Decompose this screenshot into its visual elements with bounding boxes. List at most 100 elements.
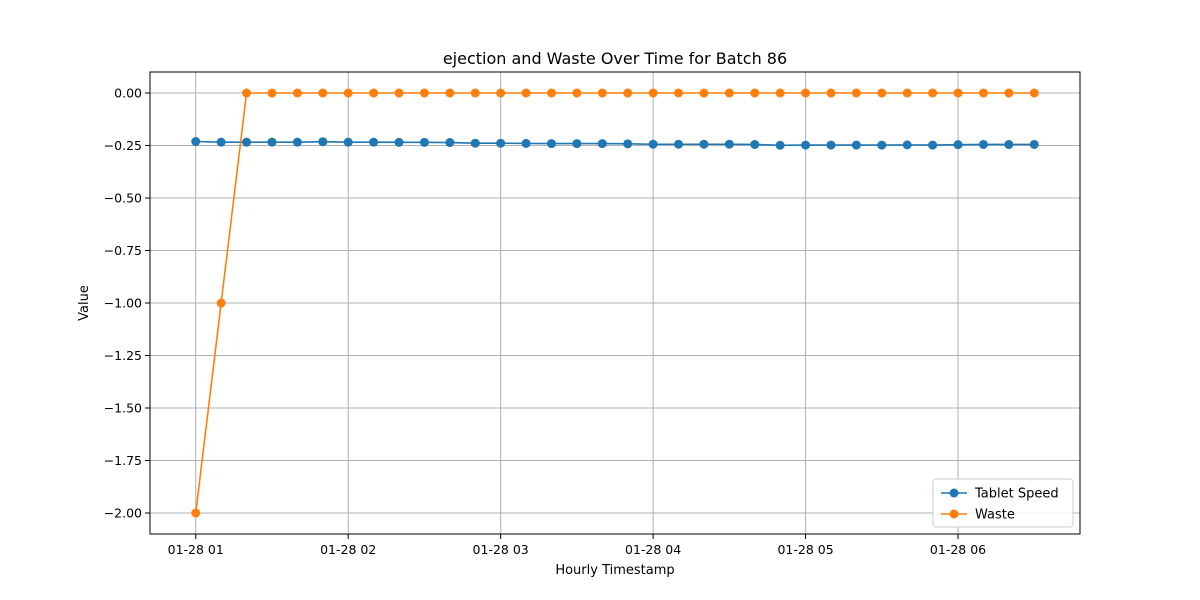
- data-point: [470, 138, 480, 148]
- y-axis-label: Value: [77, 285, 92, 321]
- y-tick-label: −1.75: [104, 453, 142, 468]
- data-point: [496, 138, 506, 148]
- data-point: [699, 88, 709, 98]
- data-point: [216, 137, 226, 147]
- data-point: [902, 88, 912, 98]
- data-point: [470, 88, 480, 98]
- chart-title: ejection and Waste Over Time for Batch 8…: [443, 49, 787, 68]
- data-point: [623, 139, 633, 149]
- x-tick-label: 01-28 02: [320, 542, 376, 557]
- data-point: [521, 138, 531, 148]
- data-point: [445, 138, 455, 148]
- data-point: [1004, 88, 1014, 98]
- y-tick-label: −0.50: [104, 191, 142, 206]
- data-point: [267, 137, 277, 147]
- data-point: [572, 88, 582, 98]
- y-tick-label: −1.25: [104, 348, 142, 363]
- data-point: [648, 88, 658, 98]
- x-tick-label: 01-28 05: [777, 542, 833, 557]
- data-point: [546, 88, 556, 98]
- data-point: [445, 88, 455, 98]
- x-tick-label: 01-28 03: [473, 542, 529, 557]
- data-point: [267, 88, 277, 98]
- data-point: [318, 137, 328, 147]
- x-axis: 01-28 01 01-28 02 01-28 03 01-28 04 01-28 05…: [168, 534, 986, 557]
- data-point: [674, 88, 684, 98]
- data-point: [750, 139, 760, 149]
- data-point: [496, 88, 506, 98]
- data-point: [1029, 139, 1039, 149]
- data-point: [521, 88, 531, 98]
- data-point: [851, 140, 861, 150]
- data-point: [724, 139, 734, 149]
- data-point: [597, 88, 607, 98]
- legend-entry-label: Tablet Speed: [974, 487, 1059, 502]
- data-point: [1004, 139, 1014, 149]
- data-point: [343, 137, 353, 147]
- data-point: [750, 88, 760, 98]
- data-point: [877, 88, 887, 98]
- legend-swatch-marker: [949, 509, 959, 519]
- data-point: [191, 137, 201, 147]
- data-point: [775, 88, 785, 98]
- y-tick-label: −2.00: [104, 506, 142, 521]
- data-point: [343, 88, 353, 98]
- data-point: [978, 139, 988, 149]
- data-point: [801, 140, 811, 150]
- data-point: [699, 139, 709, 149]
- data-point: [216, 298, 226, 308]
- series-line: [194, 92, 1035, 514]
- y-tick-label: −0.75: [104, 243, 142, 258]
- data-point: [292, 137, 302, 147]
- y-tick-label: −1.50: [104, 401, 142, 416]
- data-point: [801, 88, 811, 98]
- grid-lines: [150, 72, 1080, 534]
- x-tick-label: 01-28 04: [625, 542, 681, 557]
- data-point: [851, 88, 861, 98]
- y-tick-label: 0.00: [114, 86, 142, 101]
- legend-swatch-marker: [949, 488, 959, 498]
- data-point: [724, 88, 734, 98]
- y-axis: 0.00 −0.25 −0.50 −0.75 −1.00 −1.25 −1.50 −1.75 −…: [104, 86, 150, 521]
- y-tick-label: −0.25: [104, 138, 142, 153]
- data-point: [1029, 88, 1039, 98]
- data-point: [826, 140, 836, 150]
- data-point: [419, 88, 429, 98]
- data-point: [953, 88, 963, 98]
- x-tick-label: 01-28 06: [930, 542, 986, 557]
- y-tick-label: −1.00: [104, 296, 142, 311]
- data-point: [597, 139, 607, 149]
- x-axis-label: Hourly Timestamp: [555, 563, 674, 578]
- data-point: [394, 88, 404, 98]
- x-tick-label: 01-28 01: [168, 542, 224, 557]
- plot-series: [191, 88, 1039, 518]
- data-point: [902, 140, 912, 150]
- data-point: [318, 88, 328, 98]
- data-point: [572, 139, 582, 149]
- data-point: [775, 140, 785, 150]
- plot-frame: [149, 71, 1081, 535]
- data-point: [369, 137, 379, 147]
- data-point: [648, 139, 658, 149]
- data-point: [928, 140, 938, 150]
- data-point: [826, 88, 836, 98]
- data-point: [242, 88, 252, 98]
- data-point: [623, 88, 633, 98]
- data-point: [674, 139, 684, 149]
- series-line: [195, 140, 1035, 147]
- data-point: [191, 508, 201, 518]
- legend-box: [932, 478, 1074, 528]
- data-point: [953, 140, 963, 150]
- data-point: [877, 140, 887, 150]
- legend-entry-label: Waste: [975, 508, 1015, 523]
- data-point: [394, 137, 404, 147]
- legend: Tablet Speed Waste: [932, 478, 1074, 528]
- data-point: [242, 137, 252, 147]
- data-point: [369, 88, 379, 98]
- data-point: [978, 88, 988, 98]
- data-point: [546, 139, 556, 149]
- data-point: [419, 137, 429, 147]
- data-point: [928, 88, 938, 98]
- data-point: [292, 88, 302, 98]
